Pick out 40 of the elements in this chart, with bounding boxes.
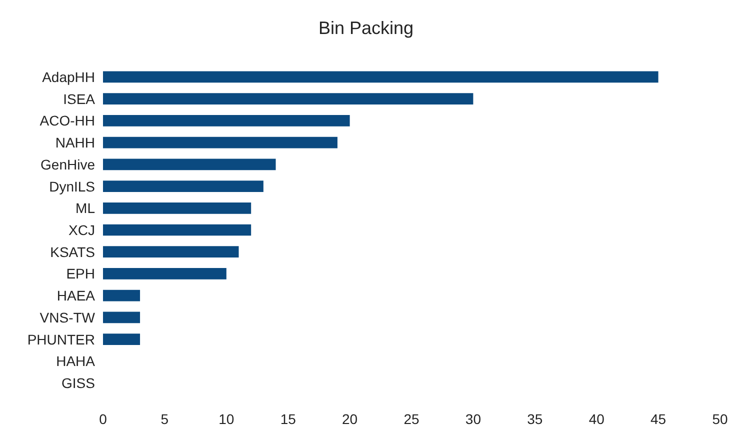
bar <box>103 312 140 324</box>
x-tick-label: 10 <box>218 411 234 427</box>
chart-title: Bin Packing <box>318 18 414 38</box>
bar <box>103 202 252 214</box>
y-tick-label: KSATS <box>50 244 95 260</box>
bar <box>103 290 140 302</box>
x-tick-label: 25 <box>404 411 420 427</box>
y-tick-label: VNS-TW <box>40 309 96 326</box>
bar <box>103 114 350 126</box>
y-tick-label: AdapHH <box>42 68 95 85</box>
y-tick-label: GISS <box>62 375 95 392</box>
bar <box>103 224 252 236</box>
y-tick-label: GenHive <box>40 156 96 172</box>
x-tick-label: 30 <box>465 411 482 427</box>
bar <box>103 136 338 148</box>
x-tick-label: 20 <box>342 411 358 427</box>
y-tick-label: ML <box>76 200 96 216</box>
y-tick-label: DynILS <box>49 178 95 194</box>
x-tick-label: 5 <box>160 411 169 427</box>
x-tick-label: 15 <box>280 411 296 427</box>
y-tick-label: ISEA <box>63 90 96 107</box>
x-tick-label: 0 <box>99 411 108 427</box>
bar <box>103 158 276 170</box>
bar <box>103 180 264 192</box>
x-tick-label: 45 <box>650 411 666 427</box>
bar <box>103 268 226 280</box>
y-tick-label: HAEA <box>56 288 96 304</box>
y-tick-label: NAHH <box>55 134 95 151</box>
x-tick-label: 50 <box>712 411 728 427</box>
y-tick-label: XCJ <box>68 222 95 238</box>
y-tick-label: HAHA <box>56 353 96 370</box>
x-tick-label: 40 <box>588 411 605 427</box>
y-tick-label: ACO-HH <box>40 112 95 129</box>
bar <box>103 334 140 346</box>
bar <box>103 71 658 83</box>
bar <box>103 93 474 104</box>
y-tick-label: PHUNTER <box>27 331 95 348</box>
bar <box>103 246 239 258</box>
x-tick-label: 35 <box>527 411 543 427</box>
y-tick-label: EPH <box>66 266 95 282</box>
